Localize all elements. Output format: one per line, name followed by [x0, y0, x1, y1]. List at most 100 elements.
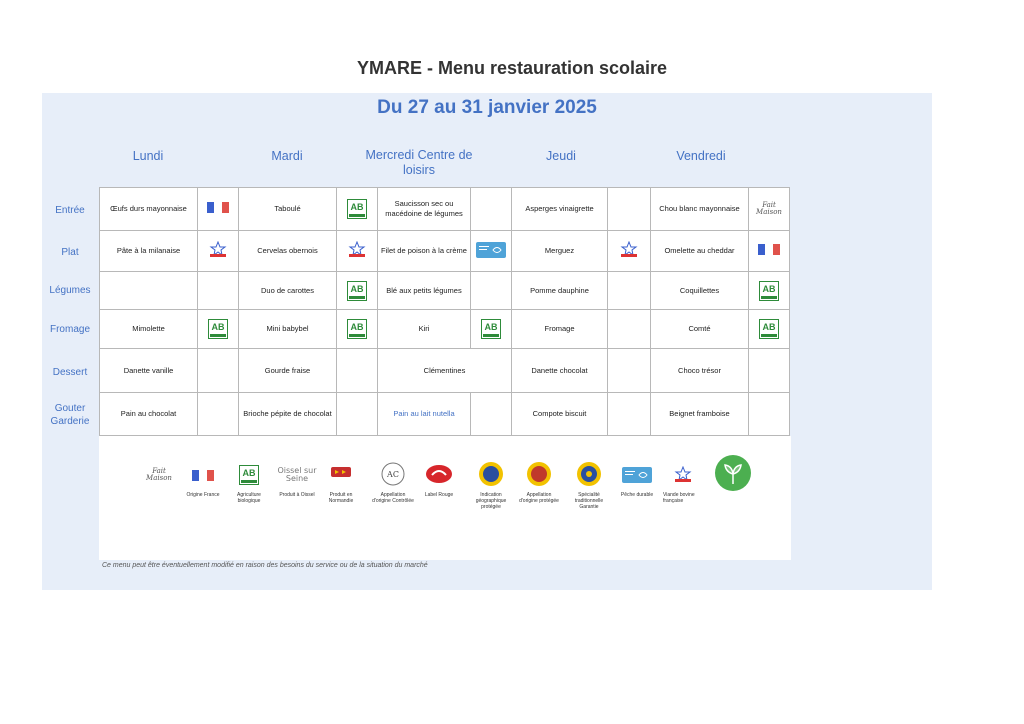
france-flag-icon — [758, 244, 780, 255]
menu-cell-lundi-entree: Œufs durs mayonnaise — [99, 187, 198, 231]
legend-label: Origine France — [186, 492, 220, 498]
menu-cell-icon — [197, 348, 239, 393]
menu-cell-jeudi-dessert: Danette chocolat — [511, 348, 608, 393]
legend-item-label-rouge: Label Rouge — [419, 462, 459, 498]
menu-table: Œufs durs mayonnaise Taboulé AB Saucisson s… — [99, 187, 790, 436]
menu-cell-lundi-plat: Pâte à la milanaise — [99, 230, 198, 272]
menu-cell-mardi-gouter-garderie: Brioche pépite de chocolat — [238, 392, 337, 436]
menu-cell-icon — [607, 271, 651, 310]
legend-item-fait-maison: Fait Maison — [141, 462, 177, 488]
menu-cell-icon — [470, 187, 512, 231]
aoc-icon: AC — [380, 461, 406, 489]
menu-cell-lundi-gouter-garderie: Pain au chocolat — [99, 392, 198, 436]
viande-bovine-francaise-icon — [617, 240, 641, 259]
menu-cell-icon — [470, 230, 512, 272]
menu-cell-mercredi-entree: Saucisson sec ou macédoine de légumes — [377, 187, 471, 231]
legend-item-aoc: AC Appellation d'origine Contrôlée — [371, 462, 415, 504]
menu-cell-vendredi-gouter-garderie: Beignet framboise — [650, 392, 749, 436]
menu-cell-mardi-fromage: Mini babybel — [238, 309, 337, 349]
fait-maison-icon: Fait Maison — [756, 200, 782, 216]
menu-cell-icon — [748, 230, 790, 272]
menu-cell-mercredi-gouter-garderie: Pain au lait nutella — [377, 392, 471, 436]
menu-cell-mardi-plat: Cervelas obernois — [238, 230, 337, 272]
menu-cell-icon — [336, 348, 378, 393]
legend-label: Viande bovine française — [663, 492, 695, 504]
row-label-plat: Plat — [61, 247, 79, 258]
legend-label: Produit en Normandie — [328, 492, 354, 504]
menu-cell-icon: Fait Maison — [748, 187, 790, 231]
menu-cell-icon — [197, 187, 239, 231]
menu-row-dessert: Danette vanille Gourde fraise Clémentines D… — [99, 348, 790, 393]
menu-row-plat: Pâte à la milanaise Cervelas obernois File… — [99, 230, 790, 272]
legend-label: Appellation d'origine Contrôlée — [372, 492, 414, 504]
menu-cell-icon: AB — [470, 309, 512, 349]
menu-cell-jeudi-legumes: Pomme dauphine — [511, 271, 608, 310]
stg-seal-icon — [576, 461, 602, 489]
menu-cell-vendredi-dessert: Choco trésor — [650, 348, 749, 393]
legend-item-viande-bovine-francaise: Viande bovine française — [663, 462, 703, 504]
menu-cell-icon — [607, 392, 651, 436]
menu-cell-mardi-legumes: Duo de carottes — [238, 271, 337, 310]
menu-cell-icon: AB — [197, 309, 239, 349]
legend-panel: Fait Maison Origine France AB Agriculture bi… — [99, 436, 791, 560]
menu-cell-icon — [197, 392, 239, 436]
menu-row-fromage: Mimolette AB Mini babybel AB Kiri AB Fromage Co… — [99, 309, 790, 349]
menu-row-legumes: Duo de carottes AB Blé aux petits légumes P… — [99, 271, 790, 310]
menu-cell-lundi-dessert: Danette vanille — [99, 348, 198, 393]
legend-item-peche-durable: Pêche durable — [617, 462, 657, 498]
day-header-mardi: Mardi — [271, 149, 303, 163]
footnote: Ce menu peut être éventuellement modifié… — [102, 562, 428, 569]
menu-cell-icon — [336, 392, 378, 436]
menu-cell-jeudi-plat: Merguez — [511, 230, 608, 272]
oissel-logo-icon: Oissel sur Seine — [277, 466, 317, 483]
menu-cell-lundi-legumes — [99, 271, 198, 310]
fait-maison-icon: Fait Maison — [146, 467, 172, 482]
menu-cell-mercredi-fromage: Kiri — [377, 309, 471, 349]
menu-cell-vendredi-entree: Chou blanc mayonnaise — [650, 187, 749, 231]
peche-durable-icon — [476, 242, 506, 258]
row-label-legumes: Légumes — [49, 285, 91, 296]
legend-label: Produit à Oissel — [279, 492, 315, 498]
row-label-fromage: Fromage — [49, 324, 90, 335]
legend-item-france-flag: Origine France — [183, 462, 223, 498]
viande-bovine-francaise-icon — [345, 240, 369, 259]
page-title: YMARE - Menu restauration scolaire — [356, 58, 668, 78]
menu-row-gouter-garderie: Pain au chocolat Brioche pépite de chocol… — [99, 392, 790, 436]
agriculture-biologique-icon: AB — [347, 280, 367, 301]
menu-cell-icon: AB — [748, 309, 790, 349]
row-label-dessert: Dessert — [52, 367, 88, 378]
svg-text:AC: AC — [386, 470, 399, 479]
viande-bovine-francaise-icon — [671, 465, 695, 484]
menu-cell-jeudi-fromage: Fromage — [511, 309, 608, 349]
agriculture-biologique-icon: AB — [239, 465, 259, 485]
menu-cell-mardi-entree: Taboulé — [238, 187, 337, 231]
legend-label: Spécialité traditionnelle Garantie — [574, 492, 604, 510]
menu-cell-icon: AB — [336, 187, 378, 231]
menu-panel: Du 27 au 31 janvier 2025 Lundi Mardi Mer… — [42, 93, 932, 590]
menu-cell-jeudi-entree: Asperges vinaigrette — [511, 187, 608, 231]
legend-item-igp-seal: Indication géographique protégée — [469, 462, 513, 510]
day-header-vendredi: Vendredi — [676, 149, 726, 163]
legend-item-aop-seal: Appellation d'origine protégée — [517, 462, 561, 504]
agriculture-biologique-icon: AB — [208, 319, 228, 339]
peche-durable-icon — [622, 467, 652, 483]
menu-cell-icon: AB — [748, 271, 790, 310]
agriculture-biologique-icon: AB — [759, 319, 779, 339]
legend-item-vegetarien-leaf — [707, 452, 759, 496]
menu-cell-vendredi-plat: Omelette au cheddar — [650, 230, 749, 272]
date-range: Du 27 au 31 janvier 2025 — [377, 97, 597, 118]
day-header-mercredi: Mercredi Centre de loisirs — [365, 148, 473, 177]
legend-label: Label Rouge — [424, 492, 454, 498]
menu-cell-icon — [748, 392, 790, 436]
row-label-gouter-garderie: Gouter Garderie — [50, 403, 90, 427]
aop-seal-icon — [526, 461, 552, 489]
legend-item-oissel-logo: Oissel sur Seine Produit à Oissel — [275, 462, 319, 499]
agriculture-biologique-icon: AB — [347, 319, 367, 339]
legend-label: Pêche durable — [620, 492, 654, 498]
france-flag-icon — [207, 202, 229, 213]
vegetarien-leaf-icon — [713, 453, 753, 495]
igp-seal-icon — [478, 461, 504, 489]
menu-cell-icon — [336, 230, 378, 272]
menu-cell-icon — [470, 392, 512, 436]
normandie-icon — [328, 464, 354, 486]
